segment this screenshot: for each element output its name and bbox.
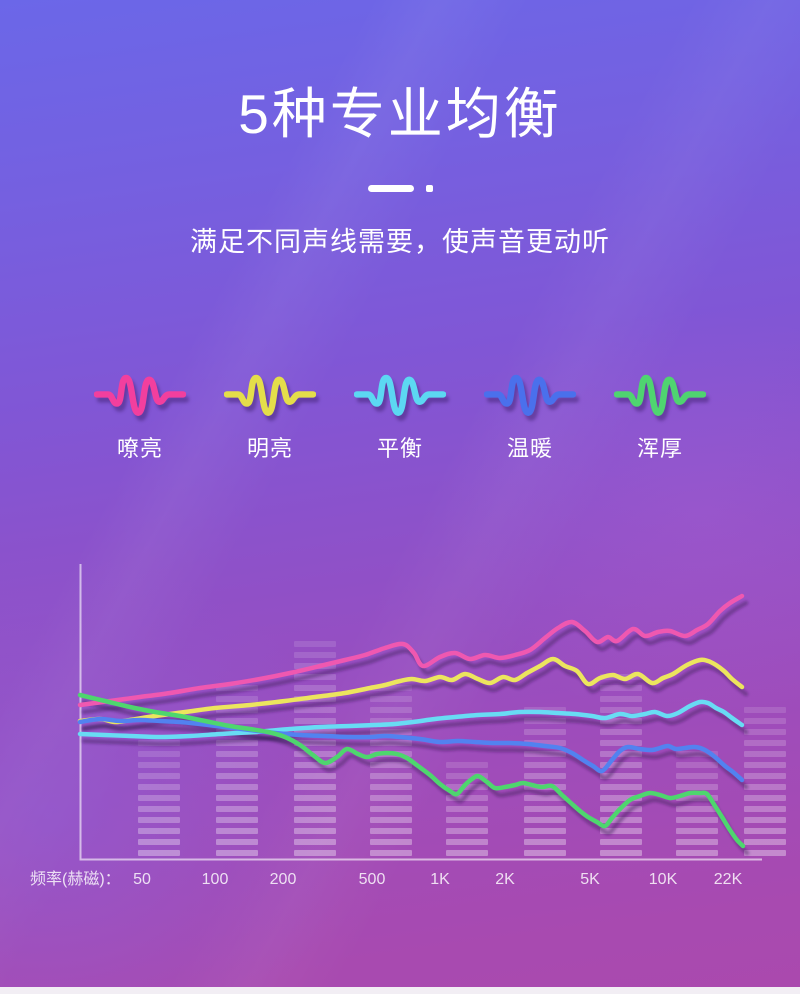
waveform-icon-wennuan [484,374,576,416]
preset-label: 平衡 [376,436,423,461]
curve-liaoliang [77,593,745,708]
preset-label: 浑厚 [636,436,683,461]
curves [77,593,746,849]
x-tick-label: 1K [430,871,450,888]
x-tick-label: 2K [495,871,515,888]
page-subtitle: 满足不同声线需要，使声音更动听 [190,227,610,257]
waveform-icon-hunhou [614,374,706,416]
curve-shadows [81,600,750,856]
x-axis-caption: 频率(赫磁)： [30,870,121,888]
x-tick-label: 500 [359,871,386,888]
preset-label: 明亮 [246,436,293,461]
waveform-icon-pingheng [354,374,446,416]
x-tick-label: 100 [202,871,229,888]
x-tick-label: 5K [580,871,600,888]
waveform-icon-mingliang [224,374,316,416]
preset-label: 嘹亮 [116,436,163,461]
waveform-icon-liaoliang [94,374,186,416]
axis-lines [79,564,762,861]
title-divider [0,183,800,193]
x-tick-label: 50 [133,871,151,888]
preset-item-pingheng: 平衡 [354,366,446,463]
bottom-strip [0,987,800,994]
preset-label: 温暖 [506,436,553,461]
x-tick-label: 200 [270,871,297,888]
preset-item-liaoliang: 嘹亮 [94,366,186,463]
preset-item-hunhou: 浑厚 [614,366,706,463]
x-tick-label: 10K [649,871,678,888]
curve-hunhou [77,692,746,849]
curve-mingliang [77,656,745,725]
page-title: 5种专业均衡 [238,83,562,145]
x-tick-label: 22K [714,871,743,888]
preset-list: 嘹亮 明亮 平衡 温暖 浑厚 [0,366,800,463]
eq-bars [138,641,786,856]
frequency-chart: 频率(赫磁)： 50 100 200 500 1K 2K 5K 10K 22K [0,548,800,928]
preset-item-wennuan: 温暖 [484,366,576,463]
preset-item-mingliang: 明亮 [224,366,316,463]
divider-dot [425,184,433,192]
divider-dash [367,184,414,192]
x-axis-labels: 频率(赫磁)： 50 100 200 500 1K 2K 5K 10K 22K [30,870,743,888]
chart-svg: 频率(赫磁)： 50 100 200 500 1K 2K 5K 10K 22K [30,564,786,888]
